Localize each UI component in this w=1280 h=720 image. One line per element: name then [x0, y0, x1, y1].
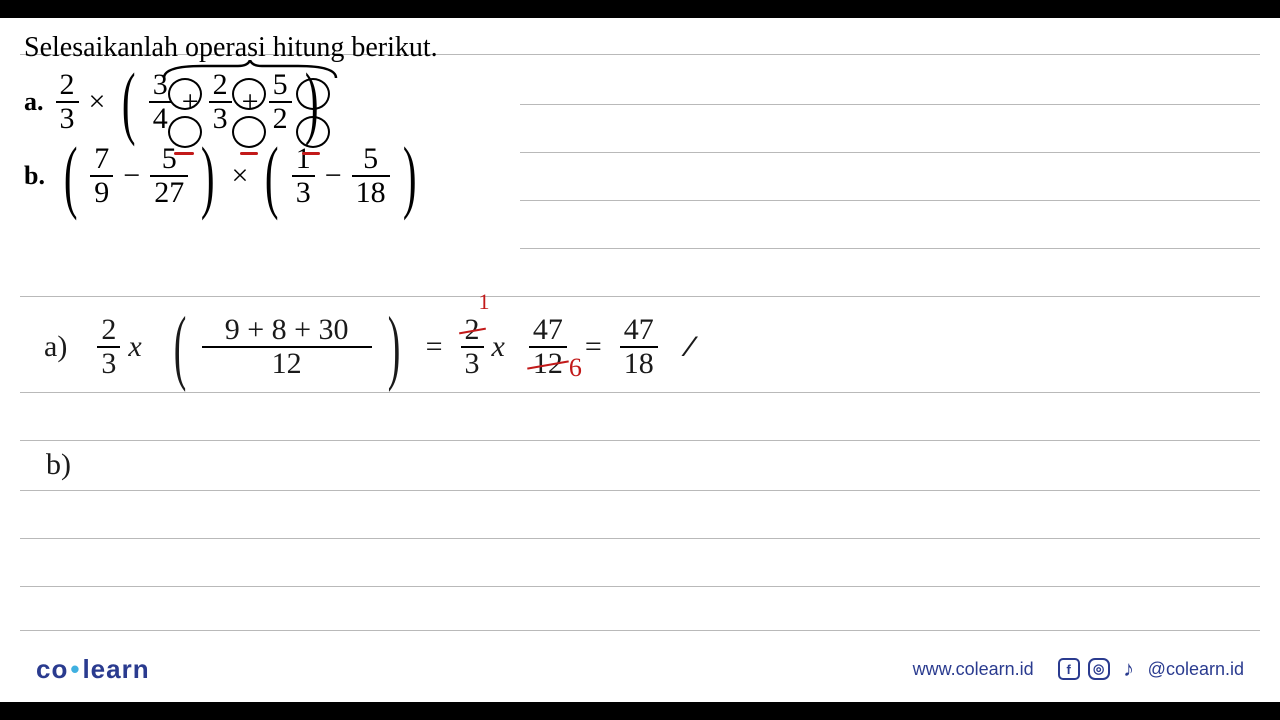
- red-underline: [174, 152, 194, 155]
- label-a: a.: [24, 87, 44, 117]
- fraction: 518: [352, 144, 390, 208]
- brand-logo: co•learn: [36, 654, 150, 685]
- rule-line: [20, 490, 1260, 491]
- rule-line: [20, 392, 1260, 393]
- right-paren-icon: ): [201, 151, 215, 200]
- rule-line: [520, 200, 1260, 201]
- times-icon: x: [128, 332, 141, 362]
- work-a-label: a): [44, 332, 67, 362]
- rule-line: [20, 586, 1260, 587]
- dot-icon: •: [68, 654, 82, 684]
- right-paren-icon: ): [387, 324, 400, 370]
- circle-annot: [168, 116, 202, 148]
- fraction: 4718: [620, 315, 658, 379]
- circle-annot: [232, 78, 266, 110]
- work-b-label: b): [46, 450, 71, 480]
- social-block: f ◎ ♪ @colearn.id: [1058, 658, 1244, 680]
- rule-line: [20, 538, 1260, 539]
- circle-annot: [168, 78, 202, 110]
- times-icon: ×: [85, 87, 110, 117]
- rule-line: [520, 104, 1260, 105]
- times-icon: x: [492, 332, 505, 362]
- minus-icon: −: [321, 161, 346, 191]
- work-a: a) 23 x ( 9 + 8 + 3012 ) = 23 1 x 47 12 …: [44, 315, 688, 379]
- circle-annot: [296, 78, 330, 110]
- left-paren-icon: (: [265, 151, 279, 200]
- footer: co•learn www.colearn.id f ◎ ♪ @colearn.i…: [0, 646, 1280, 692]
- fraction: 23: [56, 70, 79, 134]
- fraction: 79: [90, 144, 113, 208]
- rule-line: [20, 440, 1260, 441]
- fraction: 23: [97, 315, 120, 379]
- circle-annot: [232, 116, 266, 148]
- social-handle: @colearn.id: [1148, 659, 1244, 680]
- left-paren-icon: (: [122, 77, 136, 126]
- left-paren-icon: (: [64, 151, 78, 200]
- rule-line: [20, 296, 1260, 297]
- rule-line: [20, 630, 1260, 631]
- brace-icon: [162, 60, 338, 82]
- facebook-icon: f: [1058, 658, 1080, 680]
- red-annotation: 6: [569, 355, 582, 381]
- right-paren-icon: ): [403, 151, 417, 200]
- problem-b: b. ( 79 − 527 ) × ( 13 − 518: [24, 144, 524, 208]
- rule-line: [520, 248, 1260, 249]
- rule-line: [520, 152, 1260, 153]
- instagram-icon: ◎: [1088, 658, 1110, 680]
- tiktok-icon: ♪: [1118, 658, 1140, 680]
- minus-icon: −: [119, 161, 144, 191]
- red-annotation: 1: [479, 291, 490, 313]
- letterbox-top: [0, 0, 1280, 18]
- times-icon: ×: [228, 161, 253, 191]
- left-paren-icon: (: [173, 324, 186, 370]
- red-underline: [240, 152, 258, 155]
- site-url: www.colearn.id: [913, 659, 1034, 680]
- equals-icon: =: [416, 332, 453, 362]
- fraction: 23: [461, 315, 484, 379]
- circle-annot: [296, 116, 330, 148]
- label-b: b.: [24, 161, 45, 191]
- letterbox-bottom: [0, 702, 1280, 720]
- red-underline: [302, 152, 320, 155]
- fraction: 9 + 8 + 3012: [202, 315, 372, 379]
- problem-block: Selesaikanlah operasi hitung berikut. a.…: [24, 32, 524, 208]
- fraction: 47 12: [529, 315, 567, 379]
